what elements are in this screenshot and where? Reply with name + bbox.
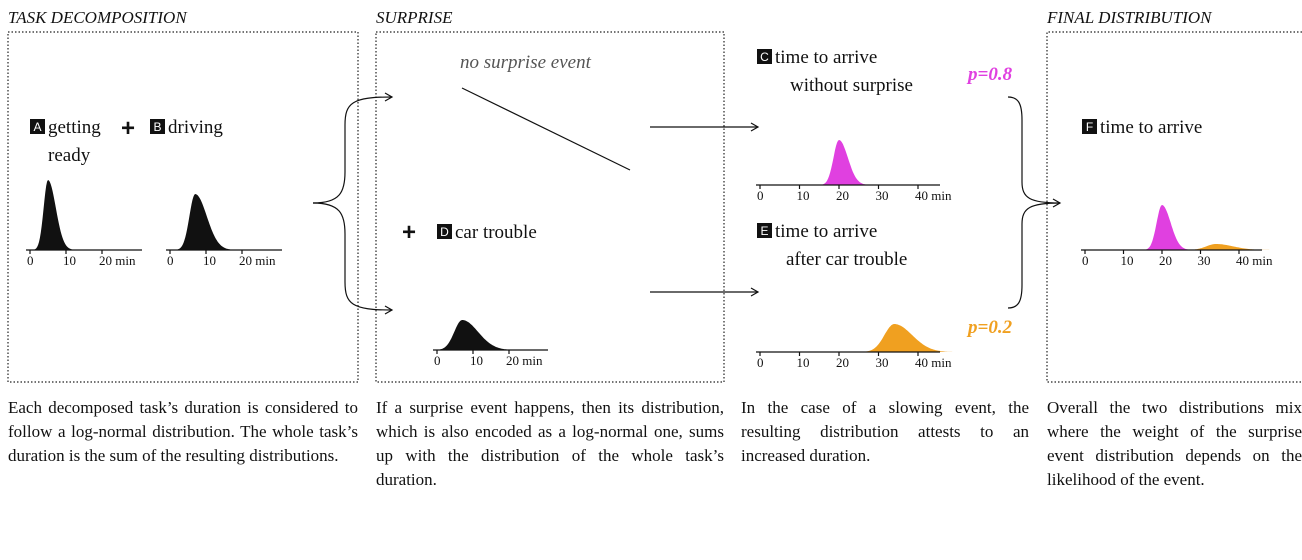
distribution [760, 324, 958, 352]
axis-tick-label: 40 min [1236, 253, 1273, 268]
panel-box [1046, 31, 1302, 383]
distribution [1085, 244, 1278, 250]
badge-letter: D [440, 225, 449, 239]
distribution [760, 140, 958, 185]
badge [757, 223, 772, 238]
panel-box [7, 31, 359, 383]
panel-title: TASK DECOMPOSITION [8, 8, 188, 27]
axis-tick-label: 0 [167, 253, 174, 268]
axis-tick-label: 0 [1082, 253, 1089, 268]
item-label: time to arrive [775, 221, 877, 242]
axis-tick-label: 40 min [915, 355, 952, 370]
badge [1082, 119, 1097, 134]
axis-tick-label: 10 [1121, 253, 1134, 268]
badge-letter: F [1086, 120, 1093, 134]
axis-tick-label: 30 [1198, 253, 1211, 268]
axis-tick-label: 0 [27, 253, 34, 268]
axis-tick-label: 20 min [506, 353, 543, 368]
caption: Overall the two distributions mix where … [1047, 398, 1302, 489]
axis-tick-label: 0 [757, 355, 764, 370]
badge [30, 119, 45, 134]
axis-tick-label: 40 min [915, 188, 952, 203]
item-label: time to arrive [775, 47, 877, 68]
caption: If a surprise event happens, then its di… [376, 398, 724, 489]
item-label: car trouble [455, 222, 537, 243]
distribution [1085, 205, 1278, 250]
axis-tick-label: 10 [470, 353, 483, 368]
item-label: after car trouble [786, 249, 907, 270]
axis-tick-label: 30 [876, 188, 889, 203]
badge-letter: E [760, 224, 768, 238]
distribution [30, 180, 210, 250]
badge-letter: A [33, 120, 41, 134]
axis-tick-label: 0 [434, 353, 441, 368]
axis-tick-label: 0 [757, 188, 764, 203]
item-label: getting [48, 117, 101, 138]
panel-box [375, 31, 725, 383]
badge-letter: C [760, 50, 769, 64]
brace [312, 202, 394, 315]
axis-tick-label: 20 [836, 188, 849, 203]
axis-tick-label: 10 [63, 253, 76, 268]
probability: p=0.8 [966, 64, 1013, 85]
no-surprise-line [461, 87, 631, 171]
axis-tick-label: 30 [876, 355, 889, 370]
item-label: driving [168, 117, 223, 138]
axis-tick-label: 10 [203, 253, 216, 268]
distribution [437, 320, 617, 350]
operator: + [402, 219, 416, 246]
panel-title: SURPRISE [376, 8, 453, 27]
badge [437, 224, 452, 239]
axis-tick-label: 20 min [239, 253, 276, 268]
caption: Each decomposed task’s duration is consi… [8, 398, 358, 465]
probability: p=0.2 [966, 317, 1013, 338]
item-label: time to arrive [1100, 117, 1202, 138]
brace [312, 92, 394, 204]
badge-letter: B [153, 120, 161, 134]
figure: TASK DECOMPOSITION SURPRISE FINAL DISTRI… [7, 8, 1302, 383]
distribution [170, 194, 350, 250]
annotation: no surprise event [460, 52, 592, 73]
brace [1007, 202, 1061, 309]
badge [757, 49, 772, 64]
brace [1007, 96, 1062, 208]
panel-title: FINAL DISTRIBUTION [1046, 8, 1213, 27]
axis-tick-label: 20 min [99, 253, 136, 268]
operator: + [121, 115, 135, 142]
axis-tick-label: 20 [836, 355, 849, 370]
axis-tick-label: 10 [797, 355, 810, 370]
axis-tick-label: 10 [797, 188, 810, 203]
badge [150, 119, 165, 134]
item-label: ready [48, 145, 91, 166]
axis-tick-label: 20 [1159, 253, 1172, 268]
caption: In the case of a slowing event, the resu… [741, 398, 1029, 465]
item-label: without surprise [790, 75, 913, 96]
